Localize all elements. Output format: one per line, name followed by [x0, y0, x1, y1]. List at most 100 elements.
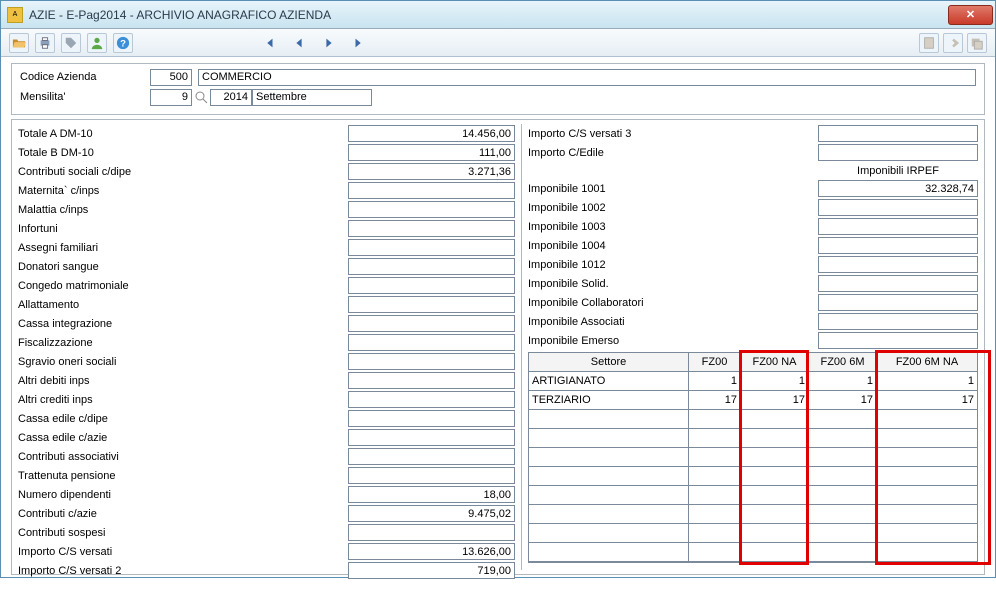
grid-cell[interactable]	[809, 448, 877, 467]
grid-cell[interactable]	[809, 429, 877, 448]
grid-cell[interactable]	[809, 505, 877, 524]
field-value[interactable]: 9.475,02	[348, 505, 515, 522]
grid-cell[interactable]	[741, 486, 809, 505]
anno-input[interactable]	[210, 89, 252, 106]
field-value[interactable]	[348, 372, 515, 389]
grid-cell[interactable]	[529, 524, 689, 543]
grid-cell[interactable]	[809, 524, 877, 543]
field-value[interactable]	[348, 429, 515, 446]
nav-prev-icon[interactable]	[289, 33, 309, 53]
field-value[interactable]	[348, 220, 515, 237]
grid-cell[interactable]	[877, 467, 977, 486]
codice-input[interactable]	[150, 69, 192, 86]
field-value[interactable]: 3.271,36	[348, 163, 515, 180]
field-value[interactable]	[818, 294, 978, 311]
stack-icon[interactable]	[967, 33, 987, 53]
user-icon[interactable]	[87, 33, 107, 53]
grid-cell[interactable]: 1	[689, 372, 741, 391]
lookup-icon[interactable]	[194, 90, 208, 104]
grid-cell[interactable]	[809, 486, 877, 505]
grid-cell[interactable]	[689, 543, 741, 562]
grid-cell[interactable]	[741, 448, 809, 467]
grid-cell[interactable]	[741, 429, 809, 448]
grid-cell[interactable]	[689, 467, 741, 486]
open-icon[interactable]	[9, 33, 29, 53]
field-value[interactable]: 13.626,00	[348, 543, 515, 560]
forward-icon[interactable]	[943, 33, 963, 53]
grid-cell[interactable]	[529, 448, 689, 467]
grid-cell[interactable]	[529, 505, 689, 524]
field-value[interactable]	[818, 199, 978, 216]
field-value[interactable]	[348, 448, 515, 465]
grid-cell[interactable]: 17	[809, 391, 877, 410]
grid-cell[interactable]: 17	[689, 391, 741, 410]
field-value[interactable]	[348, 201, 515, 218]
grid-cell[interactable]: 1	[741, 372, 809, 391]
mese-input[interactable]	[252, 89, 372, 106]
grid-cell[interactable]	[809, 543, 877, 562]
field-value[interactable]	[348, 334, 515, 351]
nav-first-icon[interactable]	[259, 33, 279, 53]
close-button[interactable]: ✕	[948, 5, 993, 25]
grid-cell[interactable]	[741, 505, 809, 524]
grid-cell[interactable]	[741, 524, 809, 543]
nav-last-icon[interactable]	[349, 33, 369, 53]
grid-cell[interactable]	[529, 429, 689, 448]
field-value[interactable]	[818, 237, 978, 254]
grid-cell[interactable]	[877, 505, 977, 524]
grid-cell[interactable]: ARTIGIANATO	[529, 372, 689, 391]
field-value[interactable]	[818, 218, 978, 235]
grid-cell[interactable]	[529, 486, 689, 505]
grid-cell[interactable]	[877, 410, 977, 429]
grid-cell[interactable]	[689, 429, 741, 448]
grid-cell[interactable]	[741, 543, 809, 562]
field-value[interactable]	[348, 391, 515, 408]
codice-name-input[interactable]	[198, 69, 976, 86]
grid-cell[interactable]: 17	[877, 391, 977, 410]
grid-cell[interactable]	[689, 524, 741, 543]
tag-icon[interactable]	[61, 33, 81, 53]
grid-cell[interactable]	[529, 467, 689, 486]
titlebar[interactable]: A AZIE - E-Pag2014 - ARCHIVIO ANAGRAFICO…	[1, 1, 995, 29]
help-icon[interactable]: ?	[113, 33, 133, 53]
nav-next-icon[interactable]	[319, 33, 339, 53]
field-value[interactable]	[348, 277, 515, 294]
grid-cell[interactable]: 1	[877, 372, 977, 391]
grid-cell[interactable]	[877, 524, 977, 543]
grid-cell[interactable]: 17	[741, 391, 809, 410]
grid-cell[interactable]	[877, 448, 977, 467]
grid-cell[interactable]: 1	[809, 372, 877, 391]
field-value[interactable]	[348, 296, 515, 313]
field-value[interactable]	[818, 144, 978, 161]
grid-cell[interactable]	[877, 543, 977, 562]
grid-cell[interactable]	[741, 410, 809, 429]
field-value[interactable]	[348, 182, 515, 199]
field-value[interactable]	[348, 239, 515, 256]
grid-cell[interactable]	[741, 467, 809, 486]
grid-cell[interactable]	[689, 486, 741, 505]
field-value[interactable]	[818, 256, 978, 273]
grid-cell[interactable]	[689, 410, 741, 429]
grid-cell[interactable]: TERZIARIO	[529, 391, 689, 410]
grid-cell[interactable]	[529, 543, 689, 562]
field-value[interactable]: 111,00	[348, 144, 515, 161]
field-value[interactable]: 14.456,00	[348, 125, 515, 142]
grid-cell[interactable]	[689, 505, 741, 524]
field-value[interactable]	[818, 313, 978, 330]
print-icon[interactable]	[35, 33, 55, 53]
field-value[interactable]	[348, 258, 515, 275]
grid-cell[interactable]	[529, 410, 689, 429]
grid-cell[interactable]	[689, 448, 741, 467]
grid-cell[interactable]	[809, 410, 877, 429]
field-value[interactable]: 18,00	[348, 486, 515, 503]
field-value[interactable]	[348, 524, 515, 541]
grid-cell[interactable]	[877, 486, 977, 505]
field-value[interactable]	[818, 332, 978, 349]
mensilita-input[interactable]	[150, 89, 192, 106]
field-value[interactable]: 719,00	[348, 562, 515, 579]
field-value[interactable]	[348, 353, 515, 370]
doc-icon[interactable]	[919, 33, 939, 53]
field-value[interactable]	[348, 467, 515, 484]
field-value[interactable]	[348, 410, 515, 427]
field-value[interactable]	[818, 275, 978, 292]
